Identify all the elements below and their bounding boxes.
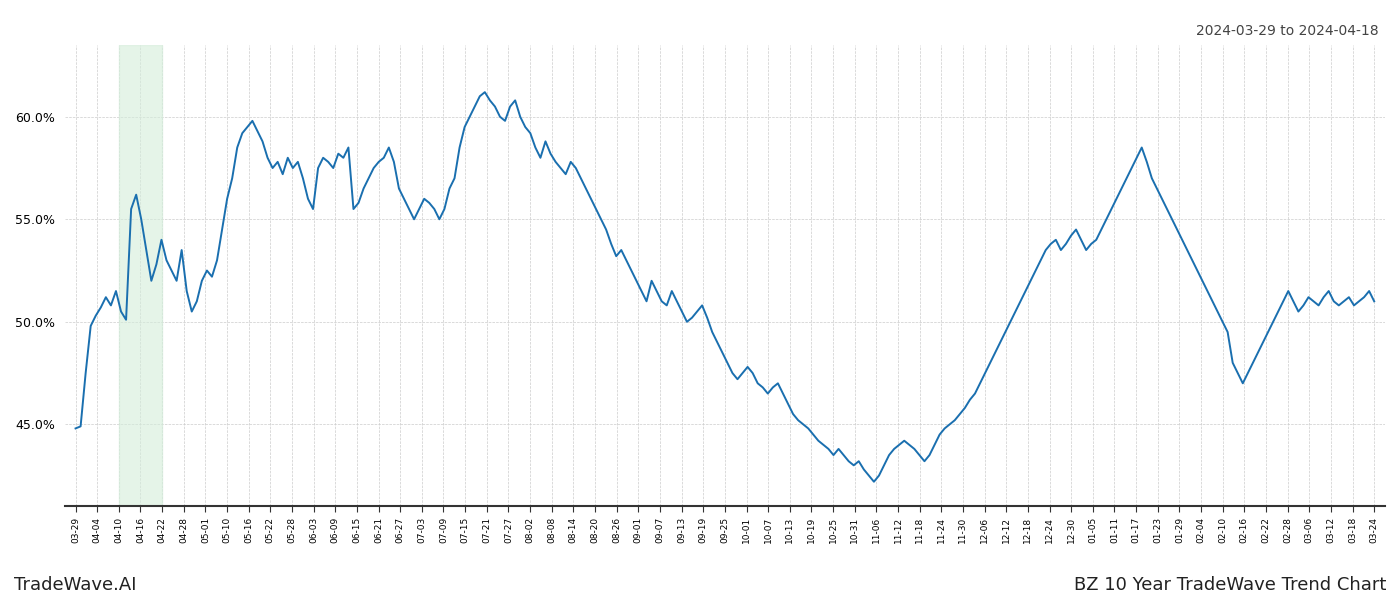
Text: BZ 10 Year TradeWave Trend Chart: BZ 10 Year TradeWave Trend Chart (1074, 576, 1386, 594)
Text: TradeWave.AI: TradeWave.AI (14, 576, 137, 594)
Text: 2024-03-29 to 2024-04-18: 2024-03-29 to 2024-04-18 (1197, 24, 1379, 38)
Bar (119, 45, 162, 506)
